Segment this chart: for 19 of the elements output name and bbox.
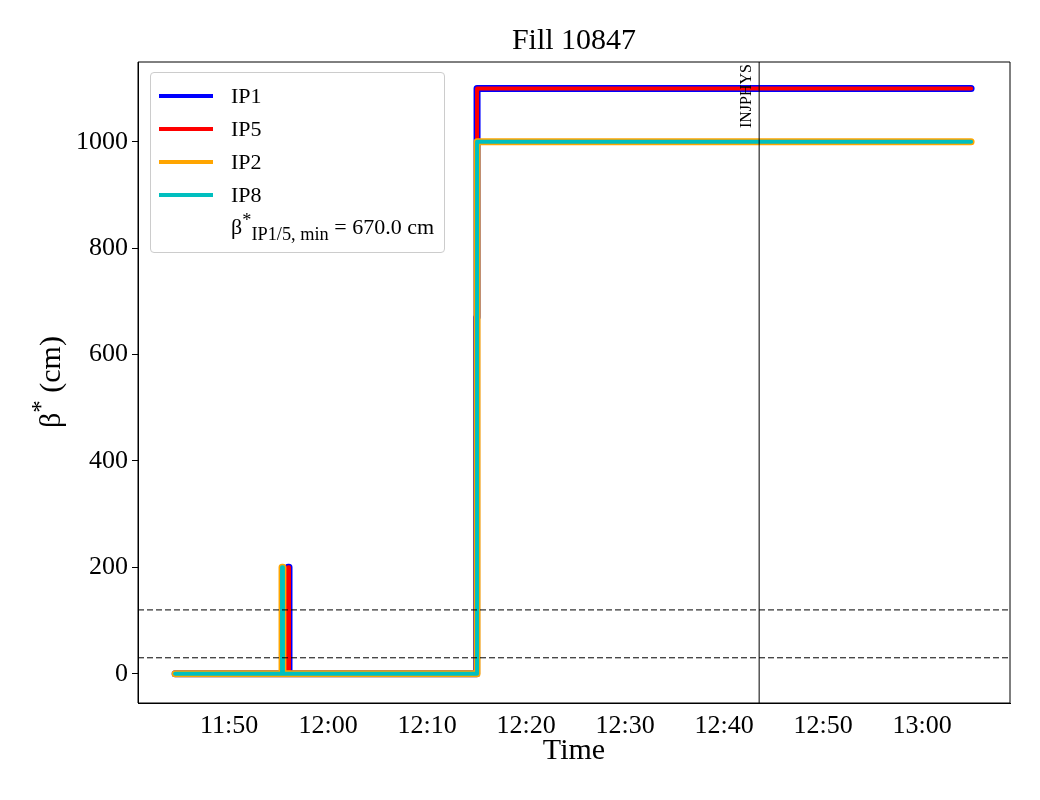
x-tick-label: 13:00	[892, 710, 952, 740]
y-tick-label: 600	[89, 338, 128, 368]
legend-label: IP5	[231, 115, 262, 142]
x-tick-label: 11:50	[199, 710, 259, 740]
chart-title: Fill 10847	[510, 22, 638, 56]
legend-label: IP1	[231, 82, 262, 109]
y-tick-label: 800	[89, 232, 128, 262]
y-tick-label: 400	[89, 444, 128, 474]
y-tick-label: 1000	[76, 125, 128, 155]
x-tick-label: 12:10	[397, 710, 457, 740]
y-tick-label: 0	[115, 657, 128, 687]
annotation: β$^{*}$$_{IP1/5, min}$ = 670.0 cm	[231, 210, 435, 245]
x-tick-label: 12:50	[793, 710, 853, 740]
legend-label: IP2	[231, 148, 262, 175]
y-tick-label: 200	[89, 551, 128, 581]
ref-line-label: INJPHYS	[737, 64, 755, 129]
x-tick-label: 12:40	[694, 710, 754, 740]
x-tick-label: 12:00	[298, 710, 358, 740]
legend-label: IP8	[231, 181, 262, 208]
